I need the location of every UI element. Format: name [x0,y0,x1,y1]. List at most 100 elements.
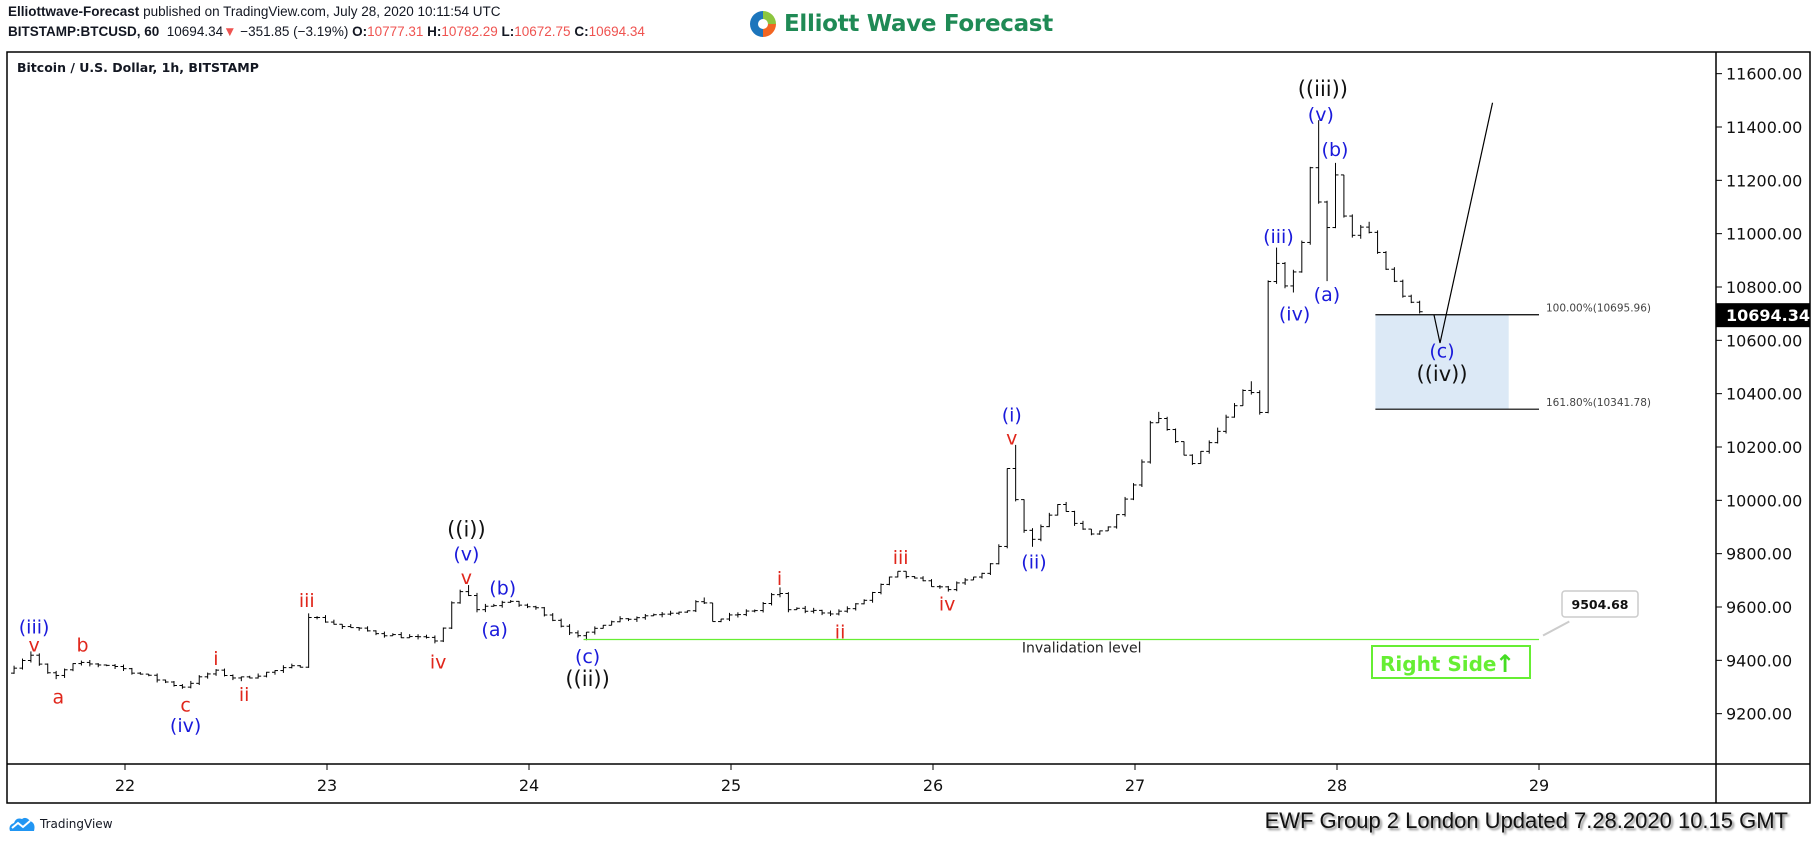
callout-pointer [1542,620,1570,637]
fibonacci-extension[interactable]: 100.00%(10695.96) 161.80%(10341.78) [1375,303,1651,410]
ohlc-bar [659,611,666,618]
fib-level-label: 100.00%(10695.96) [1546,303,1651,315]
projection-path [1433,102,1494,344]
ohlc-bar [877,583,884,595]
ohlc-bar [1012,444,1019,502]
ohlc-bar [482,603,489,613]
time-tick-label: 29 [1529,776,1549,795]
ohlc-bar [1037,524,1044,542]
close-value: 10694.34 [588,24,645,39]
ohlc-bar [465,585,472,597]
ohlc-bar [221,668,228,677]
wave-label: ((ii)) [565,667,609,691]
ohlc-bar [524,603,531,609]
time-tick-label: 28 [1327,776,1347,795]
ohlc-bar [1197,450,1204,465]
ohlc-bar [549,613,556,622]
logo-text: Elliott Wave Forecast [784,11,1053,37]
ohlc-bar [204,672,211,679]
tradingview-branding[interactable]: TradingView [8,815,113,833]
ohlc-bar [1046,512,1053,528]
ohlc-bar [179,684,186,689]
wave-label: ((i)) [447,517,486,541]
ohlc-bar [1357,224,1364,239]
published-text: published on TradingView.com, July 28, 2… [143,4,501,19]
right-side-label: Right Side [1380,652,1496,676]
ohlc-bar [103,664,110,667]
ohlc-bar [69,663,76,672]
ohlc-bar [608,620,615,626]
ohlc-bar [448,601,455,630]
ohlc-bar [1155,411,1162,424]
ohlc-bar [920,576,927,582]
ohlc-bar [701,597,708,605]
callout-value: 9504.68 [1572,597,1629,612]
time-axis[interactable]: 22 23 24 25 26 27 28 29 [115,764,1549,795]
ohlc-bar [1130,483,1137,501]
ohlc-bar [255,673,262,679]
ohlc-bar [170,681,177,687]
ohlc-bar [389,633,396,637]
ohlc-bar [583,631,590,641]
ohlc-bar [1307,166,1314,245]
ohlc-bar [962,578,969,585]
chart-title: Bitcoin / U.S. Dollar, 1h, BITSTAMP [17,60,259,75]
ohlc-bar [768,592,775,606]
price-axis[interactable]: 9200.00 9400.00 9600.00 9800.00 10000.00 1020… [1716,65,1810,724]
ohlc-bar [27,651,34,663]
ohlc-bar [541,606,548,617]
high-label: H: [427,24,442,39]
ohlc-bar [532,605,539,610]
ohlc-bar [1239,389,1246,407]
wave-label: i [777,568,782,590]
ohlc-bar [120,664,127,671]
ohlc-bar [271,670,278,675]
ohlc-bar [196,675,203,686]
annotations: Invalidation level 9504.68 Right Side↑ (iii… [19,77,1639,737]
ohlc-bar [667,610,674,616]
wave-label: v [28,634,39,656]
ohlc-bar [911,576,918,579]
publish-line: Elliottwave-Forecast published on Tradin… [8,4,501,19]
ohlc-bar [112,664,119,670]
ohlc-bar [1206,440,1213,454]
price-tick-label: 11400.00 [1726,118,1802,137]
ohlc-bar [903,570,910,579]
wave-label: (b) [1322,139,1349,161]
ohlc-bar [1214,427,1221,444]
ohlc-bar [970,576,977,581]
wave-label: (v) [453,544,479,566]
price-tick-label: 11000.00 [1726,225,1802,244]
ohlc-bar [600,624,607,629]
last-price-label: 10694.34 [1726,306,1810,325]
time-tick-label: 24 [519,776,539,795]
ohlc-bar [1147,420,1154,464]
price-tick-label: 10800.00 [1726,278,1802,297]
ohlc-bar [726,612,733,622]
ohlc-bar [1324,200,1331,282]
ohlc-bar [1265,280,1272,414]
price-tick-label: 10400.00 [1726,385,1802,404]
ohlc-bar [1298,240,1305,273]
ohlc-bar [322,615,329,623]
ohlc-bar [978,572,985,579]
ohlc-bar [314,616,321,620]
wave-label: iii [299,590,315,612]
ohlc-bar [1105,526,1112,532]
ohlc-bar [364,626,371,632]
ohlc-bar [297,665,304,668]
ohlc-bar [574,630,581,638]
ohlc-bar [995,544,1002,565]
ohlc-bar [415,634,422,640]
close-label: C: [574,24,589,39]
ohlc-bar [356,627,363,631]
wave-label: (a) [481,619,507,641]
time-tick-label: 27 [1125,776,1145,795]
ohlc-bar [869,591,876,603]
time-tick-label: 22 [115,776,135,795]
last-price-tag [1716,303,1810,328]
ohlc-bar [1180,441,1187,456]
ohlc-bar [1231,403,1238,418]
